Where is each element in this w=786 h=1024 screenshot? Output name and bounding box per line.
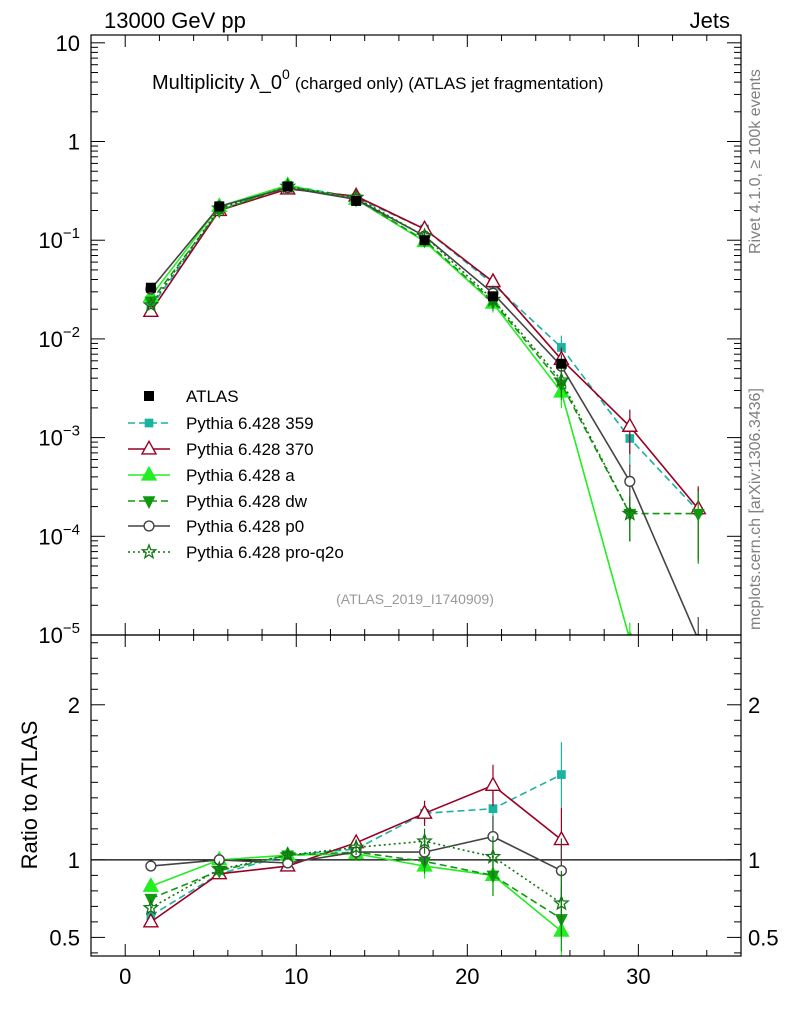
- plot-title-sup: 0: [282, 66, 290, 82]
- y-tick-label: 10−5: [38, 620, 80, 648]
- series-point: [624, 475, 636, 487]
- legend-marker: [140, 465, 158, 481]
- x-tick-label: 30: [626, 964, 650, 989]
- ratio-point: [142, 912, 160, 928]
- ratio-tick-label-left: 2: [68, 693, 80, 718]
- ratio-tick-label-left: 0.5: [49, 925, 80, 950]
- ratio-series-2: [142, 844, 570, 956]
- y-tick-label: 10−1: [38, 225, 80, 253]
- ratio-point: [484, 776, 502, 792]
- analysis-id: (ATLAS_2019_I1740909): [336, 591, 494, 607]
- plot-title-main: Multiplicity λ_0: [152, 72, 282, 94]
- header-left: 13000 GeV pp: [104, 8, 246, 33]
- legend-marker: [140, 439, 158, 455]
- ratio-point: [347, 838, 365, 855]
- legend-item: Pythia 6.428 a: [128, 465, 295, 485]
- ratio-tick-label-right: 2: [748, 693, 760, 718]
- ratio-point: [145, 860, 157, 872]
- atlas-point: [214, 201, 225, 212]
- series-point: [694, 633, 702, 635]
- plot-title: Multiplicity λ_00 (charged only) (ATLAS j…: [152, 66, 604, 94]
- atlas-point: [487, 291, 498, 302]
- legend-label: Pythia 6.428 a: [186, 466, 295, 485]
- legend-item: Pythia 6.428 p0: [128, 517, 304, 536]
- atlas-point: [556, 358, 567, 369]
- x-tick-label: 20: [455, 964, 479, 989]
- legend-item: Pythia 6.428 370: [128, 439, 314, 459]
- ratio-point: [557, 770, 566, 779]
- side-label-top: Rivet 4.1.0, ≥ 100k events: [747, 69, 764, 254]
- legend-marker: [143, 520, 155, 532]
- y-tick-label: 10−2: [38, 324, 80, 352]
- series-point: [691, 508, 705, 522]
- ratio-point: [484, 847, 502, 864]
- ratio-point: [142, 877, 160, 892]
- legend-label: Pythia 6.428 dw: [186, 492, 308, 511]
- y-tick-label: 1: [68, 130, 80, 155]
- ratio-frame: [90, 634, 742, 957]
- ratio-tick-label-right: 1: [748, 848, 760, 873]
- ratio-point: [552, 894, 570, 911]
- legend-label: Pythia 6.428 370: [186, 440, 314, 459]
- ratio-series-5: [142, 828, 570, 936]
- legend-item: Pythia 6.428 dw: [128, 492, 308, 511]
- atlas-point: [282, 181, 293, 192]
- series-point: [484, 272, 502, 288]
- series-point: [621, 504, 639, 521]
- atlas-point: [145, 282, 156, 293]
- ratio-point: [416, 832, 433, 849]
- side-label-bottom: mcplots.cern.ch [arXiv:1306.3436]: [747, 388, 764, 630]
- series-point: [142, 296, 160, 313]
- atlas-point: [351, 195, 362, 206]
- ratio-point: [416, 804, 433, 819]
- legend-marker: [142, 496, 156, 510]
- x-tick-label: 0: [119, 964, 131, 989]
- ratio-point: [279, 846, 297, 863]
- ratio-tick-label-right: 0.5: [748, 925, 779, 950]
- legend-marker: [140, 543, 158, 560]
- ratio-tick-label-left: 1: [68, 848, 80, 873]
- series-4: [145, 182, 702, 635]
- legend-marker: [144, 391, 154, 401]
- legend-item: ATLAS: [144, 387, 239, 406]
- y-tick-label: 10: [56, 31, 80, 56]
- legend-label: Pythia 6.428 p0: [186, 517, 304, 536]
- atlas-point: [419, 235, 430, 246]
- ratio-point: [213, 854, 225, 866]
- series-point: [552, 371, 570, 388]
- legend-label: Pythia 6.428 pro-q2o: [186, 543, 344, 562]
- atlas-data: [145, 181, 567, 369]
- ratio-point: [142, 899, 160, 916]
- series-line: [150, 184, 630, 635]
- ratio-series-0: [146, 742, 566, 921]
- plot-title-rest: (charged only) (ATLAS jet fragmentation): [295, 74, 604, 93]
- y-tick-label: 10−3: [38, 423, 80, 451]
- y-tick-label: 10−4: [38, 521, 80, 549]
- legend-item: Pythia 6.428 pro-q2o: [128, 543, 344, 562]
- legend-label: ATLAS: [186, 387, 239, 406]
- x-tick-label: 10: [284, 964, 308, 989]
- series-point: [627, 630, 633, 635]
- series-point: [621, 417, 639, 432]
- header-right: Jets: [690, 8, 730, 33]
- ratio-point: [210, 860, 228, 877]
- legend-item: Pythia 6.428 359: [128, 414, 314, 433]
- legend-label: Pythia 6.428 359: [186, 414, 314, 433]
- ratio-ylabel: Ratio to ATLAS: [17, 721, 42, 870]
- series-line: [150, 185, 631, 514]
- legend-marker: [144, 418, 154, 428]
